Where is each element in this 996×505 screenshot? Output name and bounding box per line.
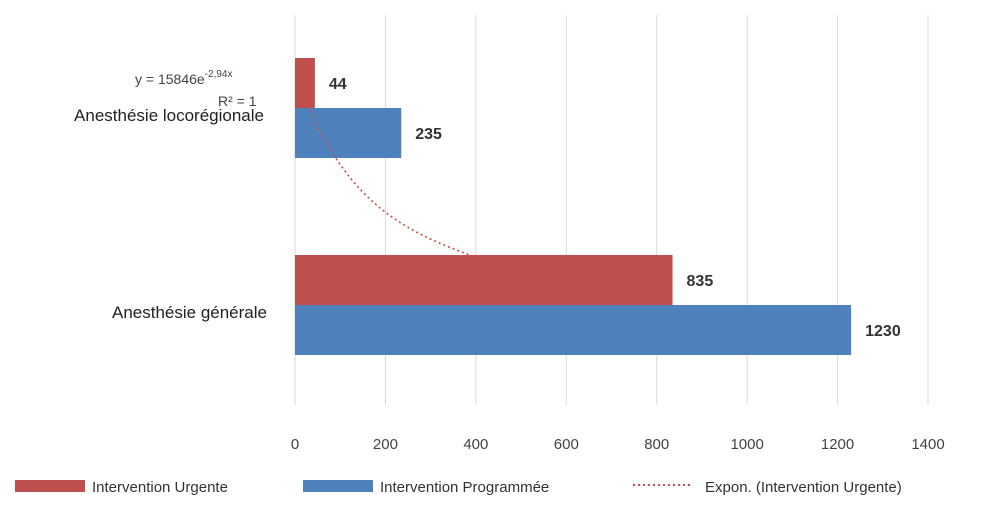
- legend-programmee-label: Intervention Programmée: [380, 479, 549, 496]
- legend-urgente-label: Intervention Urgente: [92, 479, 228, 496]
- x-tick-label: 800: [644, 436, 669, 453]
- trendline: [309, 109, 471, 256]
- data-label: 1230: [865, 323, 901, 340]
- trendline-r2: R² = 1: [218, 93, 257, 109]
- trendline-equation-exponent: -2,94x: [205, 69, 233, 80]
- trendline-equation: y = 15846e-2,94x R² = 1: [135, 69, 257, 109]
- gridlines: [294, 15, 929, 405]
- category-label: Anesthésie locorégionale: [74, 106, 264, 125]
- category-label: Anesthésie générale: [112, 303, 267, 322]
- x-tick-label: 0: [291, 436, 299, 453]
- x-tick-label: 1000: [730, 436, 763, 453]
- bars: [295, 58, 852, 355]
- x-tick-label: 400: [463, 436, 488, 453]
- x-tick-label: 200: [373, 436, 398, 453]
- category-labels: Anesthésie locorégionale Anesthésie génér…: [74, 106, 267, 322]
- bar-urgente: [295, 255, 673, 305]
- data-labels: 44 235 835 1230: [329, 76, 901, 340]
- bar-programmee: [295, 108, 402, 158]
- trendline-equation-base: y = 15846e-2,94x: [135, 69, 232, 87]
- bar-urgente: [295, 58, 315, 108]
- x-tick-label: 1400: [911, 436, 944, 453]
- legend-programmee-swatch: [303, 480, 373, 492]
- legend: Intervention Urgente Intervention Program…: [15, 479, 902, 496]
- data-label: 835: [687, 273, 714, 290]
- data-label: 235: [415, 126, 442, 143]
- legend-urgente-swatch: [15, 480, 85, 492]
- x-axis-ticks: 0 200 400 600 800 1000 1200 1400: [291, 436, 945, 453]
- data-label: 44: [329, 76, 347, 93]
- bar-programmee: [295, 305, 852, 355]
- trendline-curve: [309, 109, 471, 256]
- x-tick-label: 600: [554, 436, 579, 453]
- x-tick-label: 1200: [821, 436, 854, 453]
- legend-trendline-label: Expon. (Intervention Urgente): [705, 479, 902, 496]
